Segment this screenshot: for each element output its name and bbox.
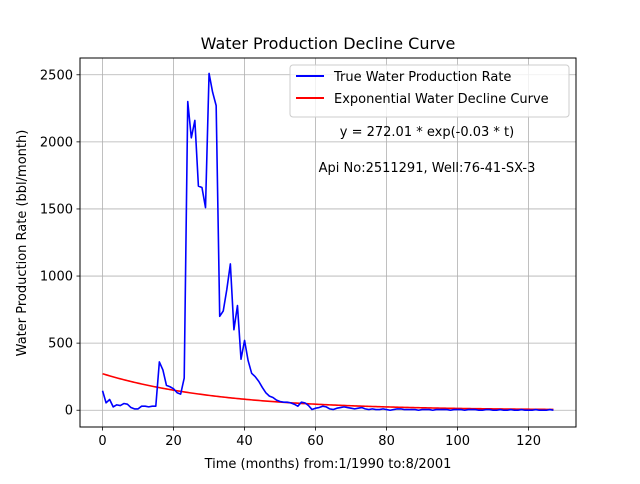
chart-title: Water Production Decline Curve	[201, 34, 456, 53]
y-tick-label: 2000	[40, 135, 73, 150]
y-tick-label: 1500	[40, 202, 73, 217]
legend-label-true-rate: True Water Production Rate	[333, 70, 511, 85]
x-tick-label: 60	[307, 434, 324, 449]
x-axis-label: Time (months) from:1/1990 to:8/2001	[204, 457, 452, 472]
well-annotation: Api No:2511291, Well:76-41-SX-3	[319, 161, 536, 176]
y-tick-label: 1000	[40, 270, 73, 285]
ticks: 0 20 40 60 80 100 120 0 500 1000 1500 2000 2500	[40, 68, 541, 449]
y-tick-label: 0	[65, 404, 73, 419]
series-true-rate-line	[101, 72, 554, 412]
legend: True Water Production Rate Exponential W…	[289, 64, 570, 118]
x-tick-label: 100	[445, 434, 470, 449]
fit-equation-annotation: y = 272.01 * exp(-0.03 * t)	[340, 125, 514, 140]
y-axis-label: Water Production Rate (bbl/month)	[15, 130, 30, 357]
legend-label-exponential-fit: Exponential Water Decline Curve	[334, 92, 549, 107]
x-tick-label: 0	[98, 434, 106, 449]
y-tick-label: 500	[48, 337, 73, 352]
series-exponential-fit-line	[102, 372, 554, 411]
series-layer	[101, 72, 554, 412]
plot-frame	[79, 57, 577, 428]
x-tick-label: 20	[165, 434, 182, 449]
grid	[80, 58, 576, 427]
y-tick-label: 2500	[40, 68, 73, 83]
legend-box	[289, 64, 570, 118]
x-tick-label: 80	[378, 434, 395, 449]
x-tick-label: 40	[236, 434, 253, 449]
x-tick-label: 120	[516, 434, 541, 449]
